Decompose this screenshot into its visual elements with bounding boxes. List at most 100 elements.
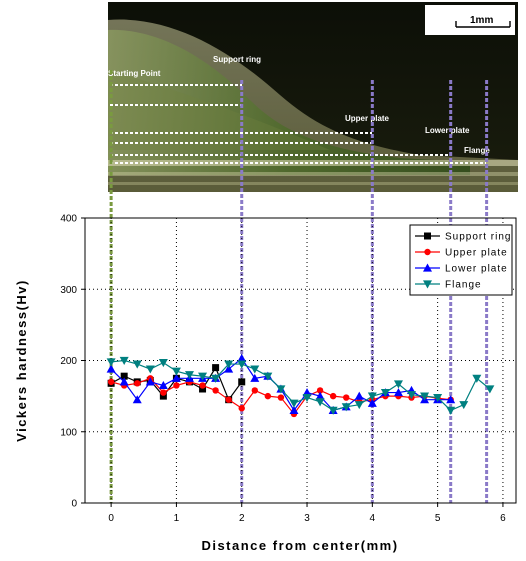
data-point — [106, 364, 116, 373]
axis-ticks: 0 1 2 3 4 5 6 0 100 200 300 400 — [60, 214, 506, 525]
y-tick-label: 200 — [60, 356, 77, 367]
data-point — [119, 356, 129, 365]
x-tick-label: 2 — [239, 513, 245, 524]
data-point — [238, 405, 245, 412]
legend-entry: Support ring — [415, 232, 511, 243]
data-point — [407, 391, 417, 400]
data-point — [145, 365, 155, 374]
data-point — [264, 392, 272, 400]
legend-label: Lower plate — [445, 264, 508, 275]
data-point — [158, 359, 168, 368]
x-tick-label: 1 — [174, 513, 180, 524]
data-point — [446, 406, 456, 415]
x-tick-label: 4 — [370, 513, 376, 524]
x-tick-label: 6 — [500, 513, 506, 524]
flange-label: Flange — [464, 146, 490, 155]
data-point — [184, 371, 194, 380]
data-point — [289, 399, 299, 408]
starting-point-label: Starting Point — [108, 69, 161, 78]
series — [106, 353, 495, 418]
x-tick-label: 3 — [304, 513, 310, 524]
y-axis-title: Vickers hardness(Hv) — [14, 279, 29, 442]
data-point — [329, 392, 337, 400]
data-point — [367, 398, 377, 407]
data-point — [132, 395, 142, 404]
legend: Support ring Upper plate Lower plate Flange — [409, 224, 513, 296]
x-axis-title: Distance from center(mm) — [201, 538, 398, 553]
data-point — [263, 372, 273, 381]
data-point — [238, 378, 246, 386]
data-point — [354, 391, 364, 400]
data-point — [328, 406, 338, 415]
data-point — [485, 385, 495, 394]
legend-entry: Upper plate — [415, 248, 508, 259]
legend-label: Upper plate — [445, 248, 508, 259]
data-point — [380, 388, 390, 398]
data-point — [224, 364, 234, 373]
data-point — [393, 380, 403, 389]
data-point — [160, 389, 167, 396]
data-point — [341, 403, 351, 412]
lower-plate-label: Lower plate — [425, 126, 470, 135]
data-point — [446, 395, 456, 404]
y-tick-label: 0 — [71, 499, 77, 510]
legend-label: Support ring — [445, 232, 511, 243]
data-point — [420, 392, 430, 401]
data-point — [173, 382, 180, 389]
data-point — [250, 373, 260, 382]
data-point — [199, 382, 206, 389]
data-point — [171, 373, 181, 382]
data-point — [119, 377, 129, 386]
legend-marker — [424, 248, 431, 256]
legend-marker — [423, 280, 432, 289]
data-point — [132, 360, 142, 369]
y-tick-label: 100 — [60, 427, 77, 438]
data-point — [212, 387, 219, 394]
data-point — [158, 380, 168, 390]
data-point — [367, 392, 377, 401]
y-tick-label: 300 — [60, 285, 77, 296]
data-point — [225, 396, 232, 403]
x-tick-label: 5 — [435, 513, 441, 524]
data-point — [211, 374, 221, 383]
data-point — [343, 394, 350, 401]
data-point — [145, 377, 155, 386]
series-line — [111, 359, 491, 412]
data-point — [393, 388, 403, 397]
legend-entry: Lower plate — [415, 263, 508, 275]
data-point — [251, 387, 258, 394]
data-point — [302, 393, 312, 403]
data-point — [134, 380, 141, 387]
y-tick-label: 400 — [60, 214, 77, 225]
legend-marker — [424, 232, 431, 240]
series-lower-plate — [106, 353, 456, 414]
legend-entry: Flange — [415, 280, 482, 291]
data-point — [289, 405, 299, 414]
data-point — [472, 374, 482, 383]
data-point — [120, 372, 128, 380]
data-point — [276, 385, 286, 394]
data-point — [459, 401, 469, 410]
data-point — [277, 394, 285, 401]
support-ring-label: Support ring — [213, 55, 261, 64]
legend-marker — [423, 263, 432, 272]
micrograph-image: 1mm Starting Point Support ring Upper pl… — [108, 2, 518, 193]
data-point — [237, 360, 247, 369]
x-tick-label: 0 — [108, 513, 114, 524]
data-point — [316, 387, 324, 394]
data-point — [224, 360, 234, 369]
series-flange — [106, 356, 495, 415]
data-point — [198, 372, 208, 381]
data-point — [237, 353, 247, 362]
scale-label: 1mm — [470, 15, 493, 26]
data-point — [171, 367, 181, 376]
data-point — [433, 393, 443, 403]
legend-label: Flange — [445, 280, 482, 291]
data-point — [107, 378, 115, 386]
data-point — [212, 364, 220, 372]
data-point — [106, 358, 116, 367]
data-point — [315, 391, 325, 400]
data-point — [250, 365, 260, 374]
scale-bar: 1mm — [455, 15, 511, 28]
